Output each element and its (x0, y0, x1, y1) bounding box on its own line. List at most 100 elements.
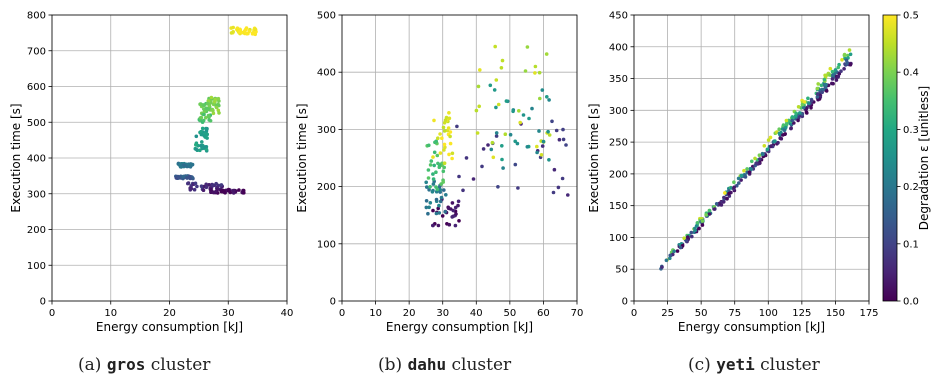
scatter-point (434, 211, 439, 216)
y-tick-label: 0 (330, 297, 336, 308)
scatter-point (736, 176, 741, 181)
y-tick-label: 100 (317, 239, 336, 250)
colorbar-tick-label: 0.4 (903, 68, 919, 79)
scatter-point (181, 174, 186, 179)
scatter-point (464, 156, 469, 160)
caption-b-prefix: (b) (378, 355, 408, 375)
caption-b: (b) dahu cluster (378, 355, 511, 375)
scatter-point (544, 52, 549, 56)
scatter-point (189, 186, 194, 191)
scatter-point (496, 102, 501, 107)
scatter-point (743, 173, 747, 177)
scatter-point (834, 78, 839, 82)
scatter-point (704, 213, 708, 217)
plot-frame (341, 14, 578, 302)
scatter-point (761, 152, 765, 157)
scatter-point (443, 118, 448, 122)
scatter-point (475, 131, 480, 135)
scatter-point (566, 193, 570, 197)
scatter-point (815, 95, 820, 99)
scatter-point (439, 182, 443, 186)
y-tick-label: 300 (317, 125, 336, 136)
scatter-point (212, 99, 217, 104)
scatter-point (820, 90, 824, 95)
scatter-point (424, 205, 429, 210)
scatter-point (457, 174, 461, 179)
scatter-point (216, 96, 221, 101)
scatter-point (426, 211, 430, 216)
colorbar-tick-label: 0.1 (903, 239, 919, 250)
y-tick-label: 0 (40, 297, 46, 308)
scatter-point (194, 147, 199, 152)
scatter-point (219, 189, 224, 194)
scatter-point (490, 140, 495, 145)
scatter-point (758, 157, 762, 161)
scatter-point (203, 145, 207, 149)
scatter-point (782, 128, 787, 133)
y-tick-label: 500 (317, 11, 336, 22)
x-tick-label: 100 (759, 308, 778, 319)
scatter-point (561, 127, 565, 132)
scatter-point (500, 58, 505, 63)
scatter-point (816, 82, 820, 86)
scatter-point (807, 101, 811, 106)
scatter-point (533, 71, 537, 75)
scatter-point (682, 236, 686, 240)
scatter-point (535, 144, 539, 149)
scatter-point (453, 223, 458, 228)
scatter-point (508, 132, 513, 137)
scatter-point (199, 115, 204, 120)
scatter-point (426, 168, 431, 172)
scatter-point (461, 188, 465, 193)
y-tick-label: 200 (317, 182, 336, 193)
scatter-point (434, 170, 438, 174)
scatter-point (447, 116, 452, 121)
scatter-point (842, 53, 847, 58)
scatter-point (200, 126, 205, 131)
caption-a-suffix: cluster (145, 355, 211, 375)
y-tick-label: 200 (27, 225, 46, 236)
gros-chart: 0 10 20 30 400100200300400500600700800Energy… (9, 11, 293, 335)
scatter-point (668, 256, 672, 261)
scatter-point (545, 95, 549, 99)
scatter-point (185, 176, 189, 180)
scatter-point (209, 95, 214, 100)
scatter-point (721, 200, 726, 204)
scatter-point (431, 208, 435, 213)
scatter-point (765, 147, 770, 152)
scatter-point (533, 64, 538, 69)
scatter-point (491, 155, 496, 160)
scatter-point (790, 115, 795, 119)
scatter-point (438, 199, 443, 204)
scatter-point (806, 96, 810, 101)
scatter-point (540, 88, 545, 92)
y-tick-label: 100 (609, 233, 628, 244)
scatter-point (722, 195, 726, 200)
scatter-point (794, 111, 798, 116)
scatter-point (504, 99, 509, 103)
y-axis-title: Execution time [s] (295, 103, 309, 212)
scatter-point (723, 191, 727, 195)
scatter-point (550, 119, 554, 124)
scatter-point (431, 182, 436, 186)
scatter-point (824, 89, 829, 93)
scatter-point (198, 148, 202, 153)
scatter-point (815, 92, 820, 96)
scatter-point (447, 222, 452, 227)
scatter-point (809, 98, 814, 103)
scatter-point (547, 98, 551, 102)
scatter-point (830, 77, 835, 81)
scatter-point (503, 132, 508, 136)
scatter-point (789, 126, 793, 131)
scatter-point (456, 203, 460, 208)
scatter-point (211, 111, 216, 116)
scatter-point (537, 129, 541, 133)
scatter-point (494, 78, 499, 82)
scatter-point (694, 224, 699, 228)
scatter-point (454, 212, 458, 216)
scatter-point (428, 163, 433, 167)
caption-b-suffix: cluster (446, 355, 512, 375)
colorbar-tick-label: 0.5 (903, 11, 919, 22)
scatter-point (241, 188, 246, 193)
x-tick-label: 175 (859, 308, 878, 319)
